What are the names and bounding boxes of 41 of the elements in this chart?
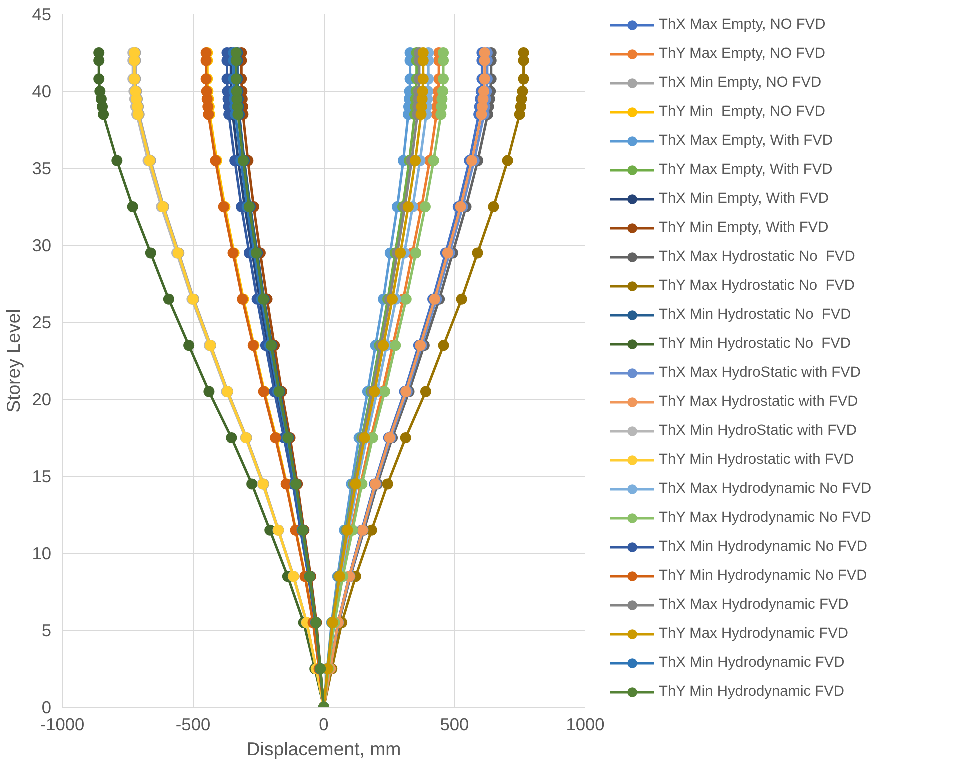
legend-label: ThX Max Empty, With FVD	[659, 132, 833, 151]
legend-label: ThX Min Empty, With FVD	[659, 190, 829, 209]
legend-label: ThX Max Empty, NO FVD	[659, 16, 826, 35]
legend-label: ThY Min Hydrostatic No FVD	[659, 335, 851, 354]
legend-label: ThX Min Empty, NO FVD	[659, 74, 822, 93]
legend-label: ThY Max Empty, With FVD	[659, 161, 833, 180]
y-tick-label: 5	[42, 620, 52, 640]
legend-label: ThY Max Hydrodynamic FVD	[659, 625, 849, 644]
legend-label: ThX Min Hydrodynamic FVD	[659, 654, 845, 673]
legend-label: ThY Min Hydrodynamic FVD	[659, 683, 844, 702]
y-tick-label: 10	[32, 544, 52, 564]
legend-label: ThX Max Hydrodynamic FVD	[659, 596, 849, 615]
legend-label: ThY Min Hydrostatic with FVD	[659, 451, 854, 470]
y-tick-label: 20	[32, 390, 52, 410]
x-tick-label: 1000	[566, 714, 605, 734]
x-tick-label: -500	[176, 714, 211, 734]
legend-label: ThY Max Hydrostatic with FVD	[659, 393, 858, 412]
legend-label: ThY Min Empty, NO FVD	[659, 103, 826, 122]
x-tick-label: 500	[440, 714, 470, 734]
y-tick-label: 35	[32, 158, 52, 178]
x-tick-label: 0	[319, 714, 329, 734]
legend-label: ThX Max Hydrodynamic No FVD	[659, 480, 872, 499]
legend-label: ThX Min Hydrodynamic No FVD	[659, 538, 868, 557]
legend-label: ThY Max Hydrostatic No FVD	[659, 277, 856, 296]
legend-label: ThX Max Hydrostatic No FVD	[659, 248, 856, 267]
x-axis-title: Displacement, mm	[246, 738, 402, 760]
legend-label: ThX Min Hydrostatic No FVD	[659, 306, 852, 325]
legend-label: ThY Min Empty, With FVD	[659, 219, 829, 238]
legend-label: ThY Max Hydrodynamic No FVD	[659, 509, 872, 528]
legend-label: ThY Min Hydrodynamic No FVD	[659, 567, 868, 586]
y-tick-label: 40	[32, 82, 52, 102]
legend-label: ThX Min HydroStatic with FVD	[659, 422, 857, 441]
y-tick-label: 0	[42, 698, 52, 718]
y-tick-label: 25	[32, 312, 52, 332]
y-tick-label: 30	[32, 236, 52, 256]
legend-label: ThX Max HydroStatic with FVD	[659, 364, 861, 383]
y-tick-label: 15	[32, 466, 52, 486]
legend-label: ThY Max Empty, NO FVD	[659, 45, 826, 64]
x-tick-label: -1000	[40, 714, 85, 734]
y-axis-title: Storey Level	[3, 309, 24, 413]
y-tick-label: 45	[32, 4, 52, 24]
